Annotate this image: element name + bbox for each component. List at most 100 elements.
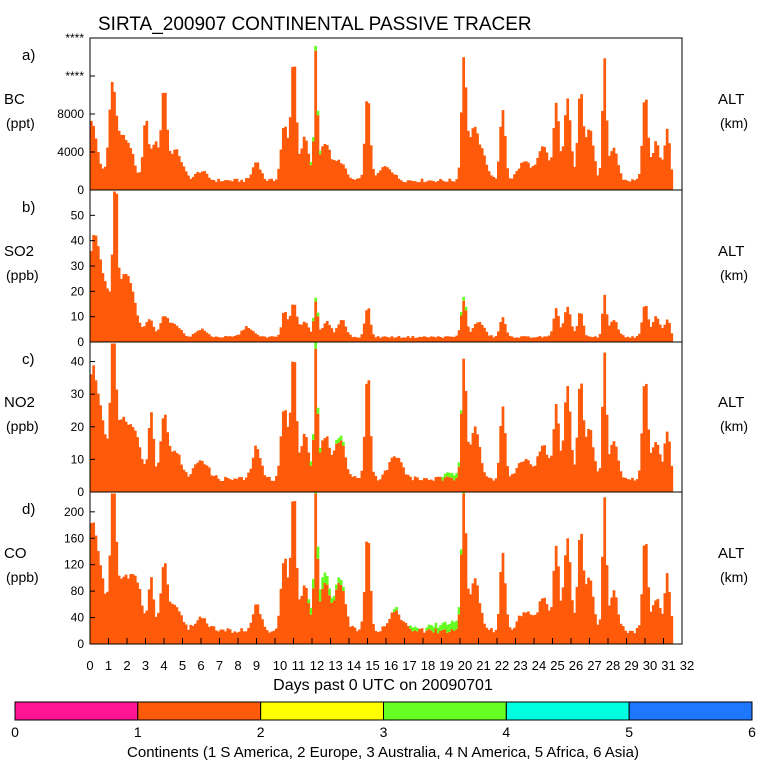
bar [501, 110, 505, 190]
bar [439, 336, 442, 342]
bar [235, 178, 239, 190]
bar [584, 584, 588, 644]
bar [120, 578, 123, 644]
bar-secondary [416, 628, 419, 632]
bar [335, 161, 338, 190]
bar [582, 126, 586, 190]
bar [589, 580, 593, 644]
bar [170, 153, 174, 190]
bar [571, 600, 574, 644]
bar [108, 402, 112, 492]
bar [390, 612, 394, 644]
bar [594, 161, 597, 190]
bar [455, 335, 459, 342]
bar [531, 165, 535, 190]
bar-secondary [328, 588, 331, 596]
right-label: ALT [718, 545, 744, 562]
bar [328, 447, 331, 492]
bar [582, 570, 586, 644]
bar [450, 181, 454, 190]
bar [330, 602, 334, 644]
x-tick-label: 11 [292, 658, 306, 673]
bar [191, 625, 195, 644]
bar [476, 434, 479, 492]
bar [302, 585, 306, 644]
x-tick-label: 21 [476, 658, 490, 673]
bar [443, 477, 447, 492]
bar [143, 125, 146, 190]
bar [654, 600, 657, 644]
bar [360, 334, 364, 342]
bar [591, 337, 595, 342]
bar [668, 441, 671, 492]
bar [494, 629, 498, 644]
bar [550, 331, 553, 342]
bar [94, 380, 98, 492]
bar [261, 173, 264, 190]
bar [457, 330, 461, 342]
bar [379, 479, 382, 492]
bar [628, 479, 632, 492]
bar [187, 336, 190, 342]
bar [580, 94, 583, 190]
bar [483, 155, 486, 190]
bar-secondary [314, 297, 318, 302]
bar [138, 447, 142, 492]
bar-secondary [443, 473, 447, 478]
bar [309, 165, 313, 190]
bar [191, 468, 195, 492]
bar [388, 618, 392, 644]
bar [522, 336, 526, 342]
bar [485, 331, 489, 342]
bar [90, 374, 93, 492]
bar [416, 631, 419, 644]
bar-secondary [314, 342, 318, 349]
bar [487, 477, 491, 492]
bar [221, 480, 225, 492]
bar [591, 596, 595, 644]
bar [307, 153, 311, 190]
bar [349, 626, 352, 644]
bar [295, 421, 299, 492]
bar [240, 628, 244, 644]
bar [284, 311, 287, 342]
bar [189, 474, 193, 492]
bar [568, 562, 572, 644]
bar [538, 151, 542, 190]
bar [610, 444, 614, 492]
x-tick-label: 22 [495, 658, 509, 673]
bar [658, 157, 662, 190]
bar [265, 337, 269, 342]
bar [92, 234, 96, 342]
right-label: ALT [718, 394, 744, 411]
bar-secondary [332, 595, 336, 601]
bar [425, 478, 429, 492]
bar [286, 577, 290, 644]
bar [166, 129, 170, 190]
bar [184, 624, 188, 644]
bar [554, 404, 558, 492]
bar-secondary [441, 622, 445, 630]
bar [517, 337, 521, 342]
x-tick-label: 3 [142, 658, 149, 673]
bar [423, 336, 426, 342]
bar [580, 533, 583, 644]
bar [203, 330, 207, 342]
bar [603, 352, 607, 492]
x-tick-label: 28 [606, 658, 620, 673]
bar [298, 153, 301, 190]
bar [413, 181, 417, 190]
bar-secondary [450, 620, 454, 630]
bar [524, 336, 528, 342]
bar [406, 474, 410, 492]
bar [342, 591, 345, 644]
bar [277, 615, 281, 644]
bar [344, 326, 348, 342]
bar [601, 111, 604, 190]
bar [376, 172, 380, 190]
bar [265, 630, 269, 644]
bar [594, 336, 597, 342]
bar [182, 622, 186, 644]
x-tick-label: 24 [532, 658, 546, 673]
bar [189, 178, 193, 190]
